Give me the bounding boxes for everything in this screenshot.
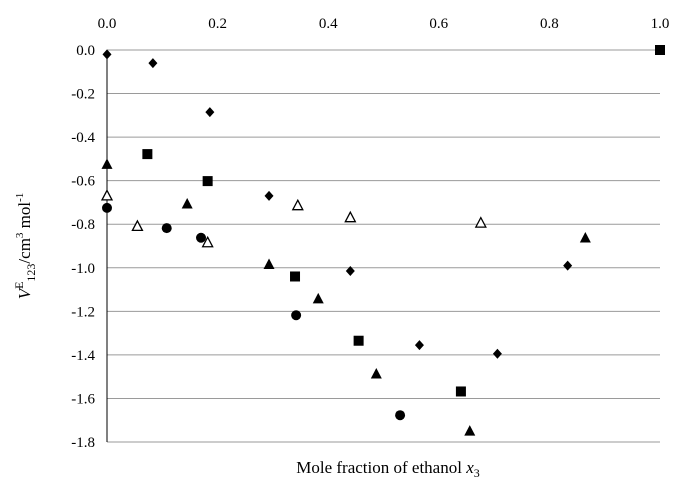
y-tick-labels: 0.0 -0.2 -0.4 -0.6 -0.8 -1.0 -1.2 -1.4 -1.6 -1.8 (71, 43, 95, 451)
gridlines (107, 49, 660, 443)
triangle-point (101, 158, 113, 169)
xlabel-sub: 3 (474, 466, 480, 480)
ylabel-unit: /cm (15, 238, 34, 264)
diamond-point (102, 49, 112, 60)
open-triangle-point (100, 189, 114, 201)
diamond-point (264, 190, 274, 201)
triangle-point (181, 197, 193, 209)
square-point (202, 176, 213, 187)
diamond-point (345, 266, 355, 277)
open-triangle-point (474, 216, 487, 228)
square-point (455, 386, 466, 397)
open-triangle-point (291, 198, 304, 211)
open-triangle-point (344, 210, 357, 223)
triangle-point (312, 292, 324, 304)
ylabel-symbol: V (15, 286, 34, 299)
ylabel-mol: mol (15, 202, 34, 233)
open-triangle-point (201, 235, 214, 248)
y-axis-label: VE123/cm3 mol-1 (12, 193, 38, 300)
y-tick-label: 0.0 (76, 43, 95, 59)
y-tick-label: -0.8 (71, 217, 95, 233)
square-point (290, 271, 301, 282)
x-axis-label: Mole fraction of ethanol x3 (296, 458, 480, 480)
diamond-point (492, 348, 502, 359)
diamond-point (205, 107, 215, 118)
circle-point (291, 310, 302, 321)
diamond-point (148, 58, 158, 69)
y-tick-label: -1.0 (71, 261, 95, 277)
circle-point (196, 232, 207, 243)
ylabel-unit-sup: 3 (14, 232, 26, 238)
x-tick-label: 0.8 (540, 16, 559, 32)
square-point (353, 335, 364, 346)
y-tick-label: -0.6 (71, 174, 95, 190)
y-tick-label: -1.8 (71, 435, 95, 451)
ylabel-mol-sup: -1 (14, 193, 26, 202)
xlabel-var: x (465, 458, 474, 477)
circle-point (102, 202, 112, 213)
diamond-point (563, 260, 573, 271)
diamond-point (414, 340, 424, 351)
triangle-point (579, 231, 591, 243)
data-points (100, 45, 665, 436)
square-point (142, 149, 153, 160)
circle-point (161, 223, 172, 234)
open-triangle-point (131, 219, 144, 232)
x-tick-label: 0.2 (208, 16, 227, 32)
ylabel-sub: 123 (24, 264, 38, 282)
xlabel-text: Mole fraction of ethanol (296, 458, 466, 477)
x-tick-label: 1.0 (651, 16, 670, 32)
triangle-point (464, 425, 476, 436)
square-point (655, 45, 665, 55)
y-tick-label: -1.2 (71, 304, 95, 320)
ylabel-sup: E (12, 282, 26, 289)
y-tick-label: -0.2 (71, 87, 95, 103)
triangle-point (370, 368, 382, 379)
x-tick-label: 0.4 (319, 16, 338, 32)
x-tick-label: 0.0 (98, 16, 117, 32)
circle-point (395, 410, 406, 421)
x-tick-labels: 0.0 0.2 0.4 0.6 0.8 1.0 (98, 16, 670, 32)
y-tick-label: -1.6 (71, 391, 95, 407)
y-tick-label: -0.4 (71, 130, 95, 146)
y-tick-label: -1.4 (71, 348, 95, 364)
triangle-point (263, 258, 275, 270)
x-tick-label: 0.6 (429, 16, 448, 32)
